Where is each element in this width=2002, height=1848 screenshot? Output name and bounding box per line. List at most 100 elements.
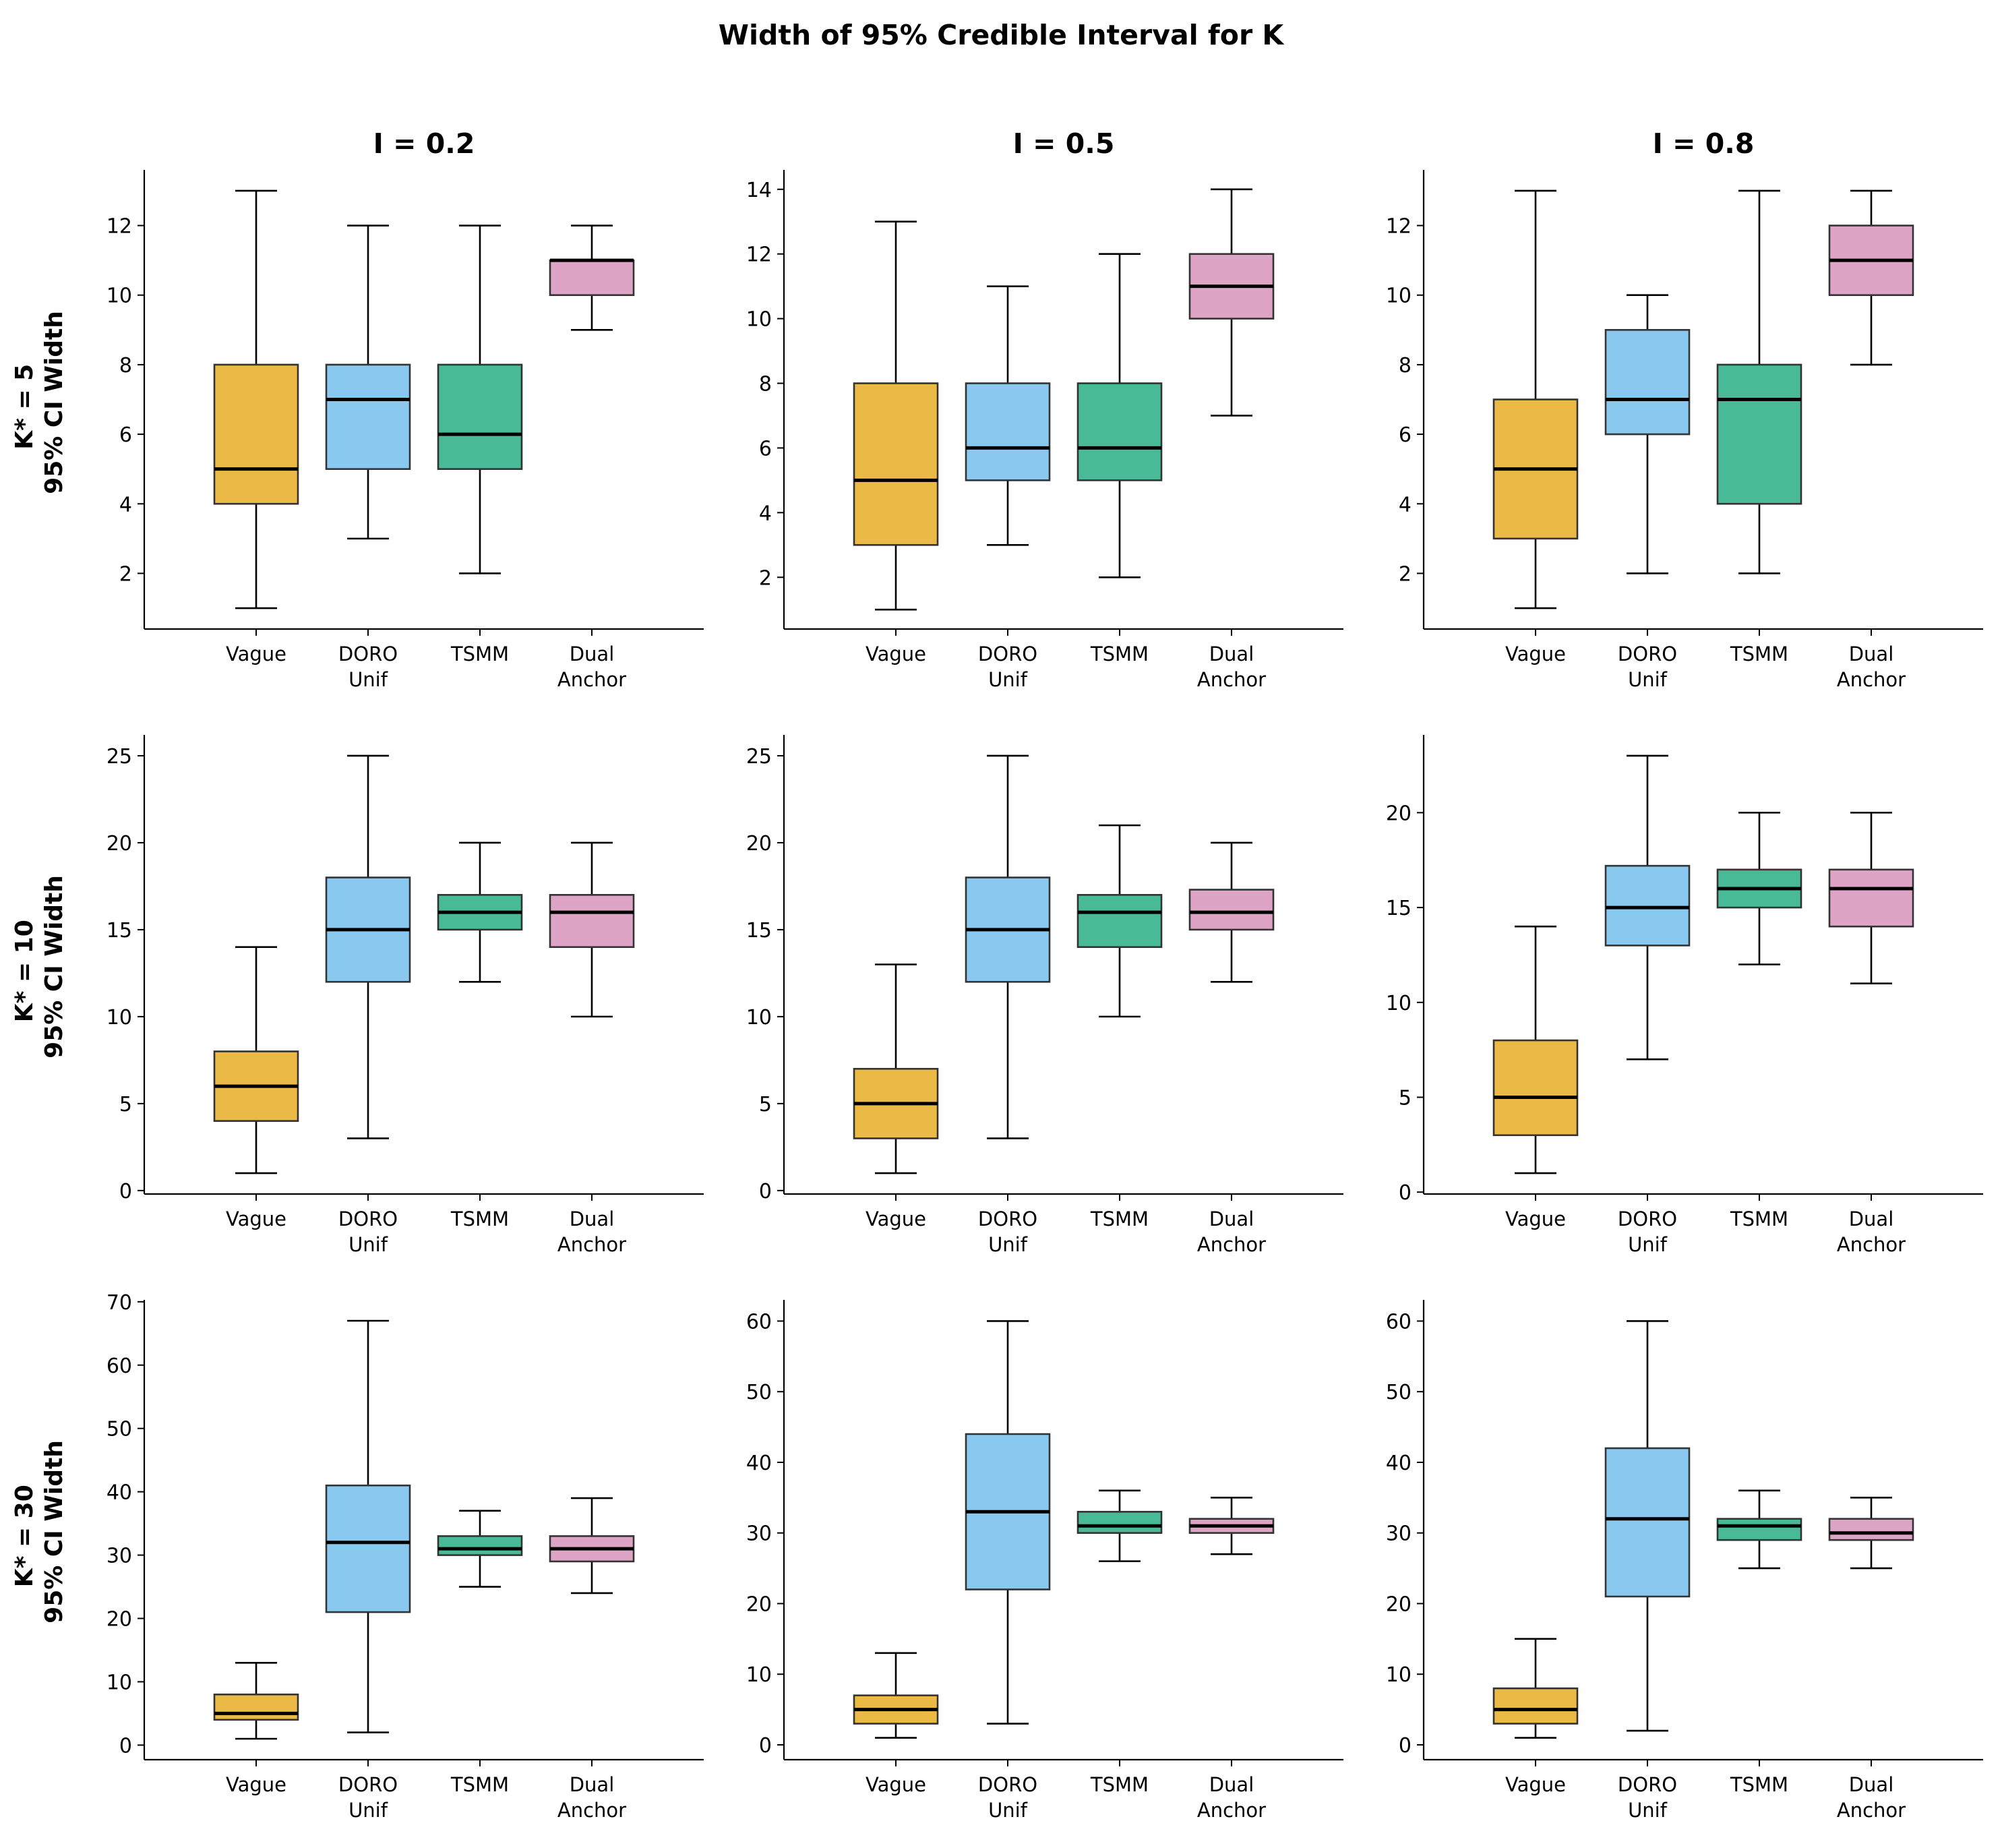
y-tick-label: 60 [746, 1310, 772, 1334]
box-dual [1188, 841, 1275, 983]
box-vague [1492, 925, 1579, 1174]
y-tick-label: 10 [746, 308, 772, 332]
y-tick-label: 4 [759, 502, 772, 525]
iqr-box [549, 259, 635, 297]
y-tick-label: 20 [1386, 802, 1412, 825]
y-tick-label: 14 [746, 179, 772, 202]
x-tick-label: Vague [866, 1208, 926, 1230]
y-tick-label: 6 [119, 423, 132, 447]
x-tick-label: TSMM [1090, 1208, 1149, 1230]
y-tick-label: 0 [1399, 1181, 1412, 1205]
y-tick-label: 8 [759, 373, 772, 396]
box-dual [1188, 188, 1275, 417]
y-tick-label: 6 [759, 437, 772, 460]
y-tick-label: 4 [119, 493, 132, 516]
x-tick-label: Dual Anchor [1837, 643, 1906, 691]
x-tick-label: TSMM [450, 643, 509, 665]
iqr-box [549, 894, 635, 949]
y-tick-label: 15 [746, 919, 772, 943]
iqr-box [325, 1484, 411, 1613]
y-tick-label: 10 [107, 1671, 132, 1694]
iqr-box [1828, 1518, 1914, 1541]
y-tick-label: 0 [1399, 1734, 1412, 1758]
y-tick-label: 20 [1386, 1592, 1412, 1616]
box-dual [549, 1497, 635, 1594]
x-tick-label: Dual Anchor [1837, 1773, 1906, 1822]
y-tick-label: 5 [759, 1093, 772, 1116]
x-tick-label: Dual Anchor [1197, 643, 1266, 691]
x-tick-label: TSMM [1730, 643, 1788, 665]
y-tick-label: 20 [746, 1592, 772, 1616]
x-tick-label: Dual Anchor [1837, 1208, 1906, 1256]
x-tick-label: Vague [1505, 1773, 1566, 1796]
y-tick-label: 10 [746, 1663, 772, 1687]
y-tick-label: 0 [119, 1734, 132, 1758]
y-tick-label: 40 [1386, 1452, 1412, 1475]
y-tick-label: 25 [746, 745, 772, 769]
box-doro [965, 754, 1051, 1139]
y-tick-label: 5 [119, 1093, 132, 1116]
box-tsmm [1716, 189, 1802, 574]
box-dual [549, 225, 635, 331]
iqr-box [437, 363, 523, 470]
box-vague [1492, 1638, 1579, 1739]
y-tick-label: 8 [1399, 354, 1412, 378]
panel-r1-c1: 2 4 6 8 10 12 Vague DORO Unif TSMM Dual Anchor [107, 170, 704, 691]
box-vague [853, 220, 939, 611]
y-tick-label: 0 [759, 1734, 772, 1758]
x-tick-label: DORO Unif [338, 1208, 398, 1256]
box-dual [1188, 1497, 1275, 1555]
box-doro [325, 754, 411, 1139]
x-tick-label: TSMM [1090, 1773, 1149, 1796]
y-tick-label: 60 [1386, 1310, 1412, 1334]
y-tick-label: 10 [107, 285, 132, 308]
row-label-2: K* = 10 95% CI Width [11, 875, 68, 1059]
iqr-box [1604, 1447, 1691, 1598]
iqr-box [325, 363, 411, 470]
box-doro [1604, 1320, 1691, 1732]
y-tick-label: 20 [107, 1608, 132, 1632]
x-tick-label: TSMM [1090, 643, 1149, 665]
x-tick-label: TSMM [450, 1208, 509, 1230]
x-tick-label: DORO Unif [978, 1773, 1037, 1822]
y-tick-label: 10 [1386, 285, 1412, 308]
figure-title: Width of 95% Credible Interval for K [719, 19, 1285, 51]
box-doro [1604, 294, 1691, 574]
panel-r2-c3: 0 5 10 15 20 Vague DORO Unif TSMM Dual Anchor [1386, 735, 1983, 1256]
x-tick-label: DORO Unif [338, 1773, 398, 1822]
iqr-box [1604, 864, 1691, 947]
panel-r3-c1: 0 10 20 30 40 50 60 70 Vague DORO Unif TSMM Dual Anch… [107, 1291, 704, 1822]
x-tick-label: DORO Unif [338, 643, 398, 691]
row-label-3-line1: K* = 30 [11, 1485, 38, 1587]
iqr-box [1716, 363, 1802, 505]
panels: 2 4 6 8 10 12 Vague DORO Unif TSMM Dual Anchor 2 4 6 8 1… [107, 170, 1983, 1822]
y-tick-label: 6 [1399, 423, 1412, 447]
panel-r2-c2: 0 5 10 15 20 25 Vague DORO Unif TSMM Dual Anchor [746, 735, 1343, 1256]
box-vague [213, 189, 299, 609]
x-tick-label: TSMM [1730, 1773, 1788, 1796]
iqr-box [213, 363, 299, 505]
y-tick-label: 60 [107, 1354, 132, 1378]
x-tick-label: Vague [866, 643, 926, 665]
iqr-box [437, 1535, 523, 1556]
box-tsmm [437, 1510, 523, 1588]
box-vague [853, 963, 939, 1174]
box-doro [325, 225, 411, 540]
row-labels: K* = 5 95% CI Width K* = 10 95% CI Width… [11, 311, 68, 1623]
box-dual [1828, 1497, 1914, 1570]
x-tick-label: DORO Unif [1618, 1208, 1677, 1256]
iqr-box [1492, 1039, 1579, 1137]
column-title-1: I = 0.2 [373, 127, 475, 160]
x-tick-label: Vague [226, 643, 286, 665]
box-vague [853, 1652, 939, 1739]
y-tick-label: 12 [107, 215, 132, 239]
iqr-box [1492, 1687, 1579, 1725]
x-tick-label: TSMM [450, 1773, 509, 1796]
box-vague [1492, 189, 1579, 609]
box-tsmm [437, 225, 523, 574]
y-tick-label: 70 [107, 1291, 132, 1315]
panel-r3-c3: 0 10 20 30 40 50 60 Vague DORO Unif TSMM Dual Anchor [1386, 1300, 1983, 1822]
x-tick-label: Vague [226, 1773, 286, 1796]
x-tick-label: Dual Anchor [1197, 1773, 1266, 1822]
